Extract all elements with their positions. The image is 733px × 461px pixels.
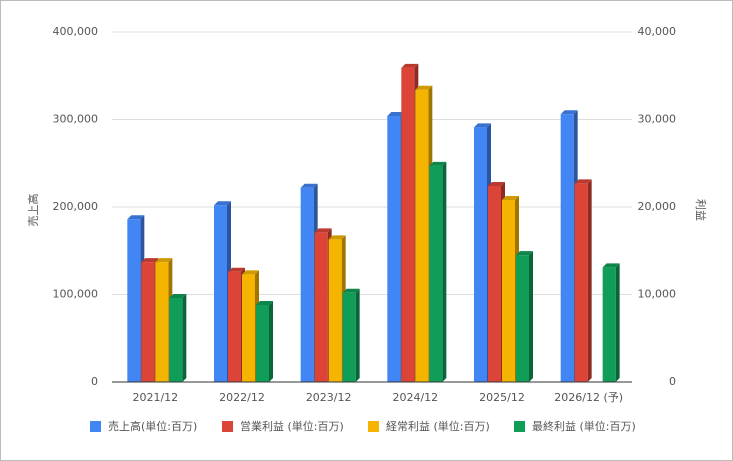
bar-top (242, 270, 259, 275)
bar (488, 186, 501, 382)
bar-top (502, 196, 519, 200)
bar-side (442, 161, 447, 382)
bar (429, 165, 443, 382)
y-tick-label: 0 (91, 375, 98, 388)
bar (242, 274, 255, 382)
bar (155, 262, 169, 382)
legend-swatch (90, 421, 101, 432)
bar (228, 271, 241, 382)
y2-axis-title: 利益 (694, 199, 708, 221)
bar (300, 187, 314, 382)
y-axis-title: 売上高 (26, 194, 40, 227)
y2-tick-label: 20,000 (638, 200, 677, 213)
y2-tick-label: 30,000 (638, 113, 677, 126)
legend-swatch (222, 421, 233, 432)
legend-label: 営業利益 (単位:百万) (240, 419, 344, 433)
bar (516, 255, 529, 382)
x-tick-label: 2022/12 (219, 391, 265, 404)
bar (401, 67, 415, 382)
bar (328, 239, 342, 382)
bar-top (488, 182, 505, 186)
legend-label: 経常利益 (単位:百万) (386, 419, 490, 433)
bar (214, 205, 227, 382)
legend-swatch (514, 421, 525, 432)
bar (256, 305, 269, 382)
bar-side (615, 263, 620, 382)
bar-top (474, 123, 491, 128)
bar-top (155, 258, 173, 263)
y-tick-label: 300,000 (53, 113, 99, 126)
x-tick-label: 2023/12 (306, 391, 352, 404)
bar (127, 219, 141, 382)
x-tick-label: 2024/12 (392, 391, 438, 404)
bar-top (574, 179, 592, 184)
bar-top (228, 267, 245, 272)
bar-top (214, 201, 231, 206)
bar-top (314, 228, 332, 233)
legend-swatch (368, 421, 379, 432)
bar-top (560, 110, 578, 115)
bar (502, 200, 515, 382)
bar-top (169, 294, 187, 298)
y-tick-label: 100,000 (53, 288, 99, 301)
y2-tick-label: 10,000 (638, 288, 677, 301)
bar-side (269, 301, 273, 382)
y2-tick-label: 0 (669, 375, 676, 388)
bar-top (328, 235, 346, 240)
legend-label: 最終利益 (単位:百万) (532, 419, 636, 433)
x-tick-label: 2026/12 (予) (554, 391, 623, 404)
bar (602, 267, 616, 382)
bar-top (127, 215, 145, 220)
bar-top (516, 251, 533, 256)
bar-side (529, 251, 533, 382)
legend-label: 売上高(単位:百万) (108, 419, 197, 433)
bar (314, 232, 328, 382)
y-tick-label: 200,000 (53, 200, 99, 213)
bar-top (300, 183, 318, 188)
bar (574, 183, 588, 382)
bar (141, 262, 155, 382)
y2-tick-label: 40,000 (638, 25, 677, 38)
bar-top (342, 288, 360, 293)
bar-top (415, 85, 433, 90)
bar (474, 127, 487, 382)
bar-side (182, 294, 187, 382)
bar-top (141, 258, 159, 263)
bar-top (401, 63, 419, 68)
x-tick-label: 2021/12 (132, 391, 178, 404)
y-tick-label: 400,000 (53, 25, 99, 38)
bar (387, 116, 401, 382)
bar (560, 114, 574, 382)
bar (415, 89, 429, 382)
x-tick-label: 2025/12 (479, 391, 525, 404)
bar-top (429, 161, 447, 166)
bar-side (587, 179, 592, 382)
bar-top (387, 112, 405, 116)
bar-top (256, 301, 273, 305)
bar (342, 292, 356, 382)
bar-side (355, 288, 360, 382)
bar (169, 298, 183, 382)
bar-top (602, 263, 620, 268)
